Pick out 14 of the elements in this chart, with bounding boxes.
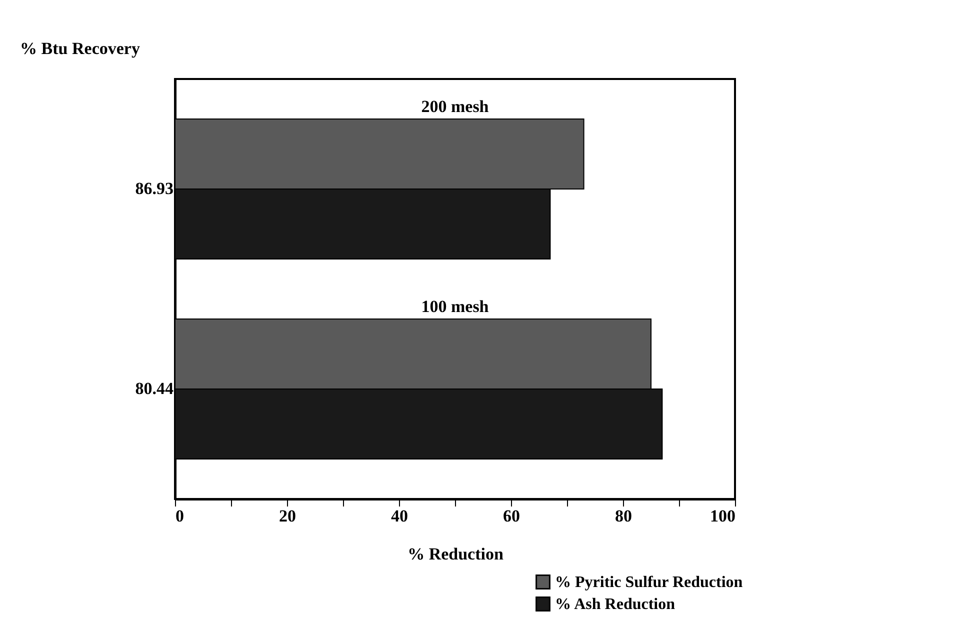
x-tick-label: 40 bbox=[391, 506, 408, 526]
annotation: 100 mesh bbox=[421, 297, 490, 316]
x-tick-label: 60 bbox=[503, 506, 520, 526]
x-axis-title: % Reduction bbox=[408, 544, 504, 564]
x-tick-label: 100 bbox=[710, 506, 736, 526]
annotation: 200 mesh bbox=[421, 97, 490, 116]
y-tick-label: 80.44 bbox=[135, 379, 174, 398]
legend-label: % Ash Reduction bbox=[555, 596, 676, 613]
x-tick-label: 20 bbox=[279, 506, 296, 526]
y-axis-title: % Btu Recovery bbox=[20, 39, 140, 58]
x-tick-label: 0 bbox=[176, 506, 184, 526]
x-tick-label: 80 bbox=[615, 506, 632, 526]
y-tick-label: 86.93 bbox=[135, 179, 174, 198]
legend-label: % Pyritic Sulfur Reduction bbox=[555, 574, 743, 591]
